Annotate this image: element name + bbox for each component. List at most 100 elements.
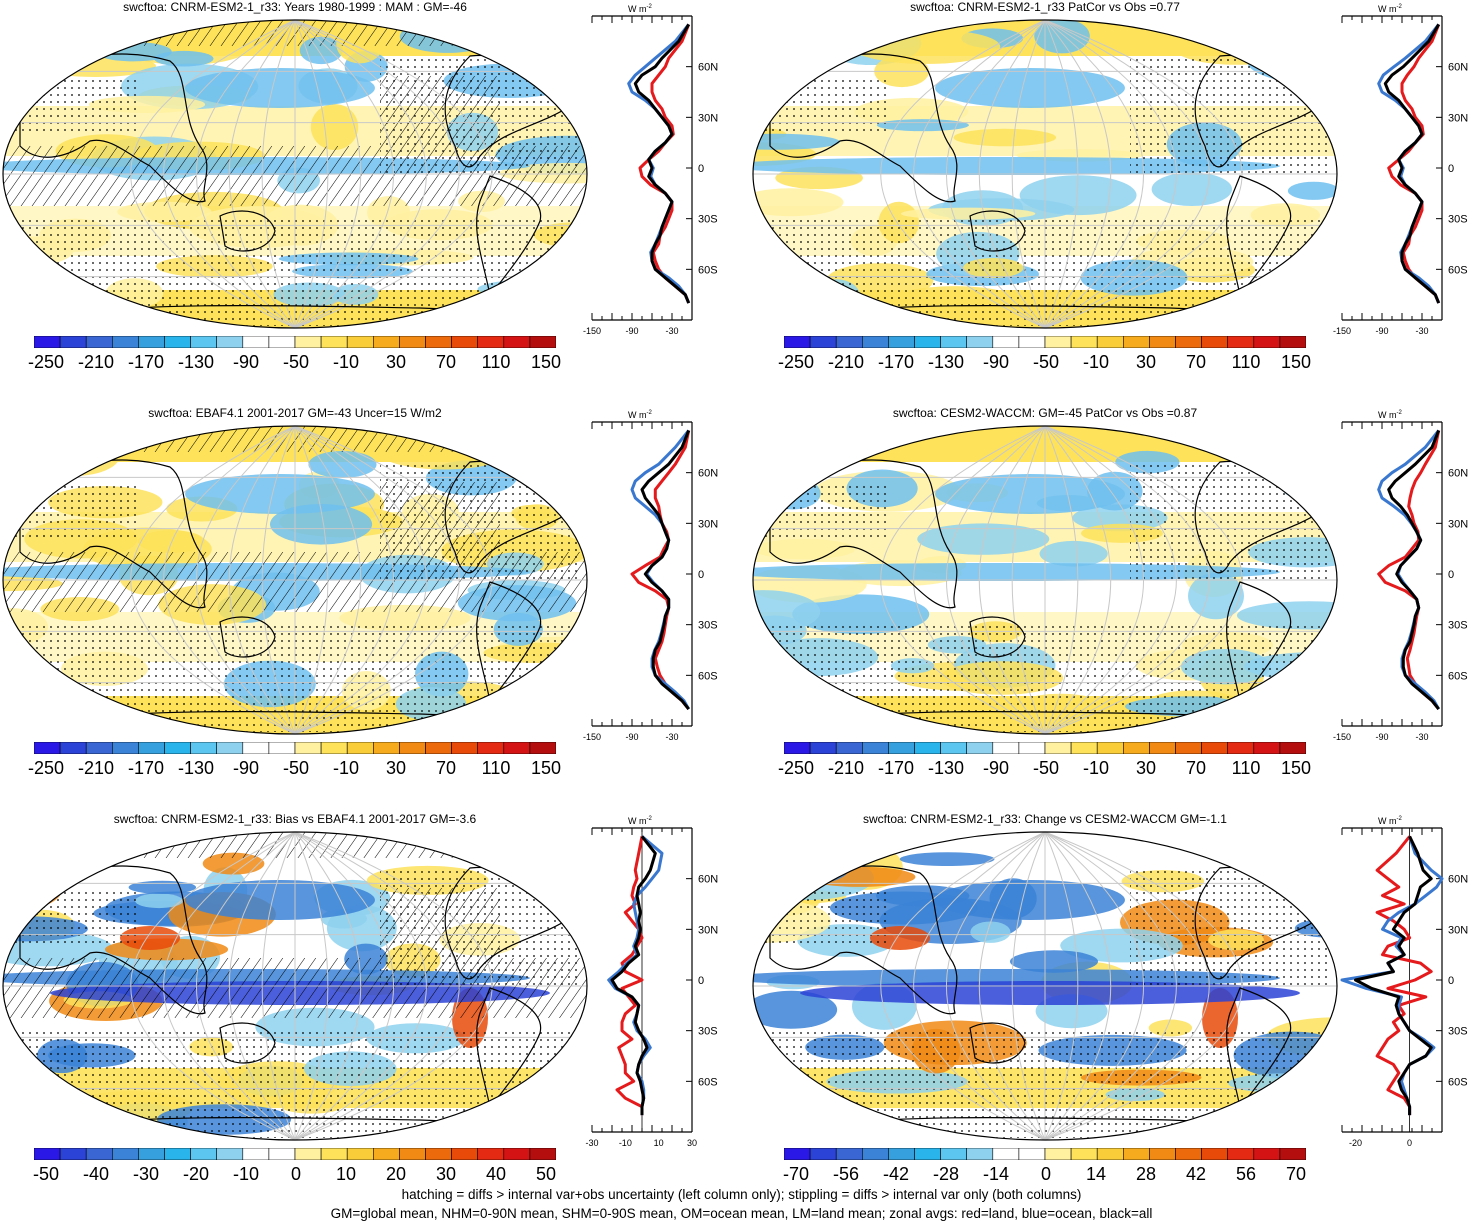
colorbar-tick-label: -42 (882, 1164, 910, 1184)
colorbar-bin (59, 742, 87, 754)
zonal-series-ocean (1340, 835, 1444, 1116)
colorbar-bin (112, 1148, 139, 1160)
zonal-unit-label: W m-2 (1378, 4, 1402, 14)
lat-tick-label: 30S (1448, 214, 1468, 226)
colorbar-tick-label: -10 (332, 758, 360, 778)
colorbar-bin (862, 1148, 889, 1160)
colorbar-bin (190, 1148, 218, 1160)
colorbar-bin (425, 1148, 452, 1160)
zonal-x-tick-label: -30 (1415, 326, 1428, 336)
zonal-series-all (1383, 23, 1441, 304)
colorbar-tick-label: -250 (27, 352, 65, 372)
lat-tick-label: 60N (698, 468, 718, 480)
colorbar-tick-label: -170 (877, 352, 915, 372)
lat-tick-label: 60S (698, 670, 718, 682)
colorbar-bin (940, 336, 968, 348)
zonal-x-tick-label: -30 (585, 1138, 598, 1148)
lat-tick-label: 30N (1448, 924, 1468, 936)
colorbar-bin (992, 742, 1020, 754)
zonal-unit-label: W m-2 (628, 816, 652, 826)
zonal-series-ocean (1377, 23, 1441, 304)
colorbar-tick-label: -10 (332, 352, 360, 372)
colorbar-bin (346, 1148, 374, 1160)
colorbar-tick-label: -50 (1032, 758, 1060, 778)
colorbar-tick-label: -210 (827, 352, 865, 372)
colorbar-tick-label: 110 (481, 352, 511, 372)
colorbar-tick-label: -28 (932, 1164, 960, 1184)
colorbar-tick-label: -50 (282, 758, 310, 778)
colorbar-bin (320, 1148, 348, 1160)
colorbar-tick-label: -50 (32, 1164, 60, 1184)
zonal-x-tick-label: -90 (1375, 326, 1388, 336)
colorbar (34, 336, 556, 348)
colorbar-tick-label: -170 (877, 758, 915, 778)
colorbar-tick-label: 42 (1185, 1164, 1207, 1184)
colorbar-bin (940, 742, 968, 754)
colorbar-tick-label: -210 (77, 758, 115, 778)
lat-tick-label: 30S (1448, 620, 1468, 632)
colorbar-bin (1018, 336, 1046, 348)
lat-tick-label: 30N (1448, 518, 1468, 530)
map-field (753, 426, 1337, 734)
colorbar-tick-label: -210 (827, 758, 865, 778)
colorbar-bin (1070, 336, 1098, 348)
colorbar-bin (242, 336, 270, 348)
colorbar-bin (1279, 1148, 1306, 1160)
lat-tick-label: 30S (698, 1026, 718, 1038)
footer-note-hatching: hatching = diffs > internal var+obs unce… (401, 1187, 1082, 1202)
zonal-series-land (1375, 835, 1433, 1116)
colorbar-bin (34, 1148, 61, 1160)
colorbar-tick-label: 110 (1231, 758, 1261, 778)
colorbar-labels: -250 -210 -170 -130 -90 -50 -10 30 70 110 150 (774, 758, 1314, 780)
zonal-mean-plot: W m-2 60N 30N 0 30S 60S -30 -10 10 30 (585, 816, 718, 1148)
lat-tick-label: 30N (698, 112, 718, 124)
colorbar-tick-label: -10 (232, 1164, 260, 1184)
panel-title: swcftoa: EBAF4.1 2001-2017 GM=-43 Uncer=… (148, 406, 442, 420)
colorbar-bin (1227, 1148, 1255, 1160)
colorbar-tick-label: -50 (1032, 352, 1060, 372)
colorbar-bin (1122, 1148, 1150, 1160)
panel-p6: swcftoa: CNRM-ESM2-1_r33: Change vs CESM… (750, 812, 1470, 1207)
lat-tick-label: 30S (698, 620, 718, 632)
lat-tick-label: 60N (698, 62, 718, 74)
colorbar-bin (888, 1148, 915, 1160)
zonal-mean-plot: W m-2 60N 30N 0 30S 60S -20 0 (1340, 816, 1468, 1148)
colorbar-bin (1096, 742, 1124, 754)
colorbar-bin (784, 1148, 811, 1160)
colorbar-tick-label: -14 (982, 1164, 1010, 1184)
colorbar-tick-label: 20 (385, 1164, 407, 1184)
zonal-series-land (638, 23, 691, 304)
colorbar-tick-label: 70 (1185, 352, 1207, 372)
zonal-x-tick-label: 30 (687, 1138, 697, 1148)
colorbar-bin (216, 1148, 244, 1160)
colorbar-bin (503, 1148, 531, 1160)
map-field (3, 832, 587, 1140)
colorbar-bin (1227, 336, 1255, 348)
colorbar-bin (294, 742, 322, 754)
lat-tick-label: 0 (698, 569, 704, 581)
colorbar-tick-label: -90 (982, 352, 1010, 372)
map-robinson (2, 19, 588, 329)
colorbar-bin (1122, 742, 1150, 754)
lat-tick-label: 60S (1448, 670, 1468, 682)
colorbar-bin (1096, 1148, 1124, 1160)
colorbar-bin (914, 336, 941, 348)
colorbar (784, 742, 1306, 754)
colorbar-bin (138, 1148, 165, 1160)
colorbar-labels: -70 -56 -42 -28 -14 0 14 28 42 56 70 (774, 1164, 1314, 1186)
colorbar-tick-label: 150 (530, 758, 562, 778)
colorbar-bin (966, 1148, 994, 1160)
colorbar-bin (966, 336, 994, 348)
colorbar-bin (320, 336, 348, 348)
colorbar-tick-label: 50 (535, 1164, 557, 1184)
colorbar (34, 742, 556, 754)
colorbar-tick-label: -130 (927, 352, 965, 372)
colorbar-bin (862, 742, 889, 754)
lat-tick-label: 30N (698, 924, 718, 936)
panel-p4: swcftoa: CESM2-WACCM: GM=-45 PatCor vs O… (750, 406, 1470, 801)
zonal-x-tick-label: -20 (1349, 1138, 1362, 1148)
colorbar-tick-label: -20 (182, 1164, 210, 1184)
zonal-series-land (615, 836, 644, 1116)
colorbar (784, 1148, 1306, 1160)
panel-title: swcftoa: CNRM-ESM2-1_r33: Years 1980-199… (123, 0, 467, 14)
